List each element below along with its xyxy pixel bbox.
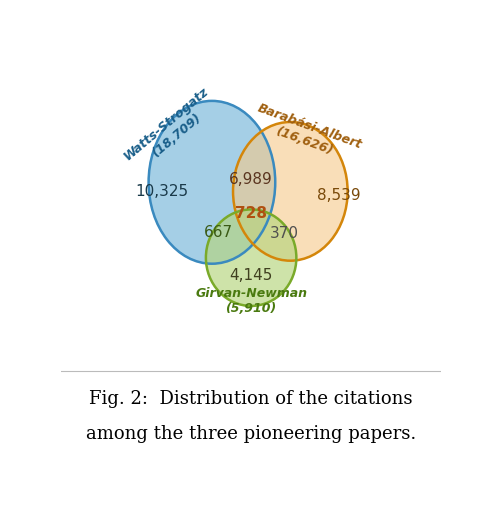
- Text: 10,325: 10,325: [136, 184, 189, 199]
- Text: 4,145: 4,145: [229, 268, 273, 283]
- Ellipse shape: [233, 122, 347, 261]
- Ellipse shape: [206, 209, 296, 306]
- Text: Girvan-Newman
(5,910): Girvan-Newman (5,910): [195, 286, 307, 315]
- Text: Fig. 2:  Distribution of the citations: Fig. 2: Distribution of the citations: [89, 390, 413, 408]
- Text: Watts-Strogatz
(18,709): Watts-Strogatz (18,709): [122, 85, 221, 174]
- Text: 370: 370: [270, 226, 299, 241]
- Ellipse shape: [148, 101, 275, 264]
- Text: among the three pioneering papers.: among the three pioneering papers.: [86, 425, 416, 443]
- Text: 728: 728: [235, 207, 267, 222]
- Text: 6,989: 6,989: [229, 172, 273, 187]
- Text: Barabási-Albert
(16,626): Barabási-Albert (16,626): [250, 102, 364, 166]
- Text: 667: 667: [203, 225, 233, 240]
- Text: 8,539: 8,539: [317, 188, 360, 204]
